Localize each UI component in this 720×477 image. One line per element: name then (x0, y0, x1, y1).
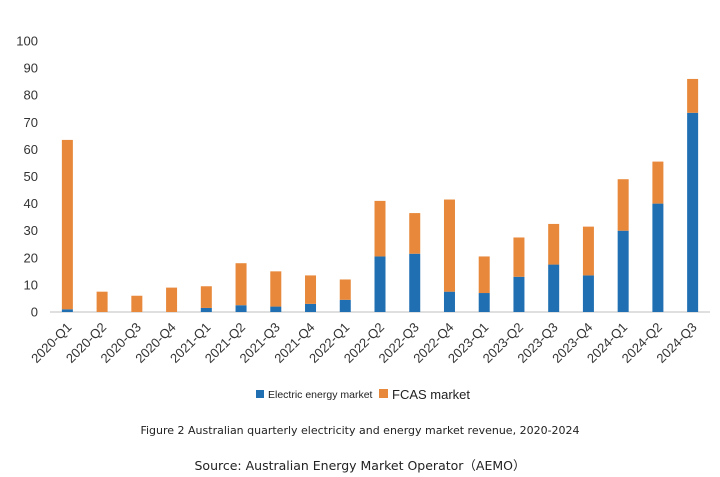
y-tick-label: 60 (24, 142, 38, 157)
bar-segment-electric-energy-market (513, 276, 525, 312)
bar-segment-electric-energy-market (409, 253, 421, 312)
bar-segment-electric-energy-market (652, 203, 664, 312)
bar-segment-fcas-market (513, 237, 525, 277)
legend-label-electric-energy-market: Electric energy market (268, 389, 373, 401)
bars-layer (61, 78, 699, 312)
bar-segment-fcas-market (166, 287, 178, 312)
bar-segment-electric-energy-market (687, 112, 699, 312)
bar-segment-electric-energy-market (61, 309, 73, 312)
bar-segment-fcas-market (131, 295, 143, 312)
y-tick-label: 30 (24, 223, 38, 238)
bar-segment-fcas-market (548, 223, 560, 265)
bar-segment-fcas-market (270, 271, 282, 307)
bar-segment-electric-energy-market (478, 293, 490, 312)
legend: Electric energy market FCAS market (256, 387, 470, 402)
bar-segment-fcas-market (200, 286, 212, 308)
source-caption: Source: Australian Energy Market Operato… (194, 458, 526, 473)
bar-segment-fcas-market (582, 226, 594, 276)
y-tick-label: 100 (16, 34, 38, 49)
bar-segment-electric-energy-market (548, 264, 560, 312)
tick-labels-layer: 01020304050607080901002020-Q12020-Q22020… (16, 34, 699, 366)
bar-segment-fcas-market (409, 213, 421, 254)
bar-segment-electric-energy-market (617, 230, 629, 312)
bar-segment-fcas-market (478, 256, 490, 294)
bar-segment-fcas-market (617, 179, 629, 231)
bar-segment-electric-energy-market (374, 256, 386, 312)
bar-segment-fcas-market (374, 200, 386, 257)
figure-caption: Figure 2 Australian quarterly electricit… (140, 424, 580, 437)
y-tick-label: 40 (24, 196, 38, 211)
bar-segment-electric-energy-market (305, 303, 317, 312)
bar-segment-electric-energy-market (443, 291, 455, 312)
y-tick-label: 10 (24, 277, 38, 292)
bar-segment-electric-energy-market (582, 275, 594, 312)
bar-segment-fcas-market (61, 139, 73, 310)
bar-segment-fcas-market (443, 199, 455, 292)
bar-segment-fcas-market (235, 263, 247, 306)
y-tick-label: 50 (24, 169, 38, 184)
y-tick-label: 20 (24, 250, 38, 265)
y-tick-label: 0 (31, 305, 38, 320)
legend-swatch-electric-energy-market (256, 390, 264, 398)
bar-segment-fcas-market (96, 291, 108, 312)
y-tick-label: 90 (24, 61, 38, 76)
bar-segment-fcas-market (652, 161, 664, 204)
bar-segment-electric-energy-market (235, 305, 247, 312)
y-tick-label: 80 (24, 88, 38, 103)
bar-segment-fcas-market (687, 78, 699, 113)
bar-segment-fcas-market (305, 275, 317, 304)
bar-segment-electric-energy-market (270, 306, 282, 312)
stacked-bar-chart: 01020304050607080901002020-Q12020-Q22020… (16, 34, 710, 402)
bar-segment-electric-energy-market (200, 307, 212, 312)
legend-swatch-fcas-market (379, 389, 388, 398)
bar-segment-fcas-market (339, 279, 351, 300)
bar-segment-electric-energy-market (339, 299, 351, 312)
legend-label-fcas-market: FCAS market (392, 387, 470, 402)
y-tick-label: 70 (24, 115, 38, 130)
